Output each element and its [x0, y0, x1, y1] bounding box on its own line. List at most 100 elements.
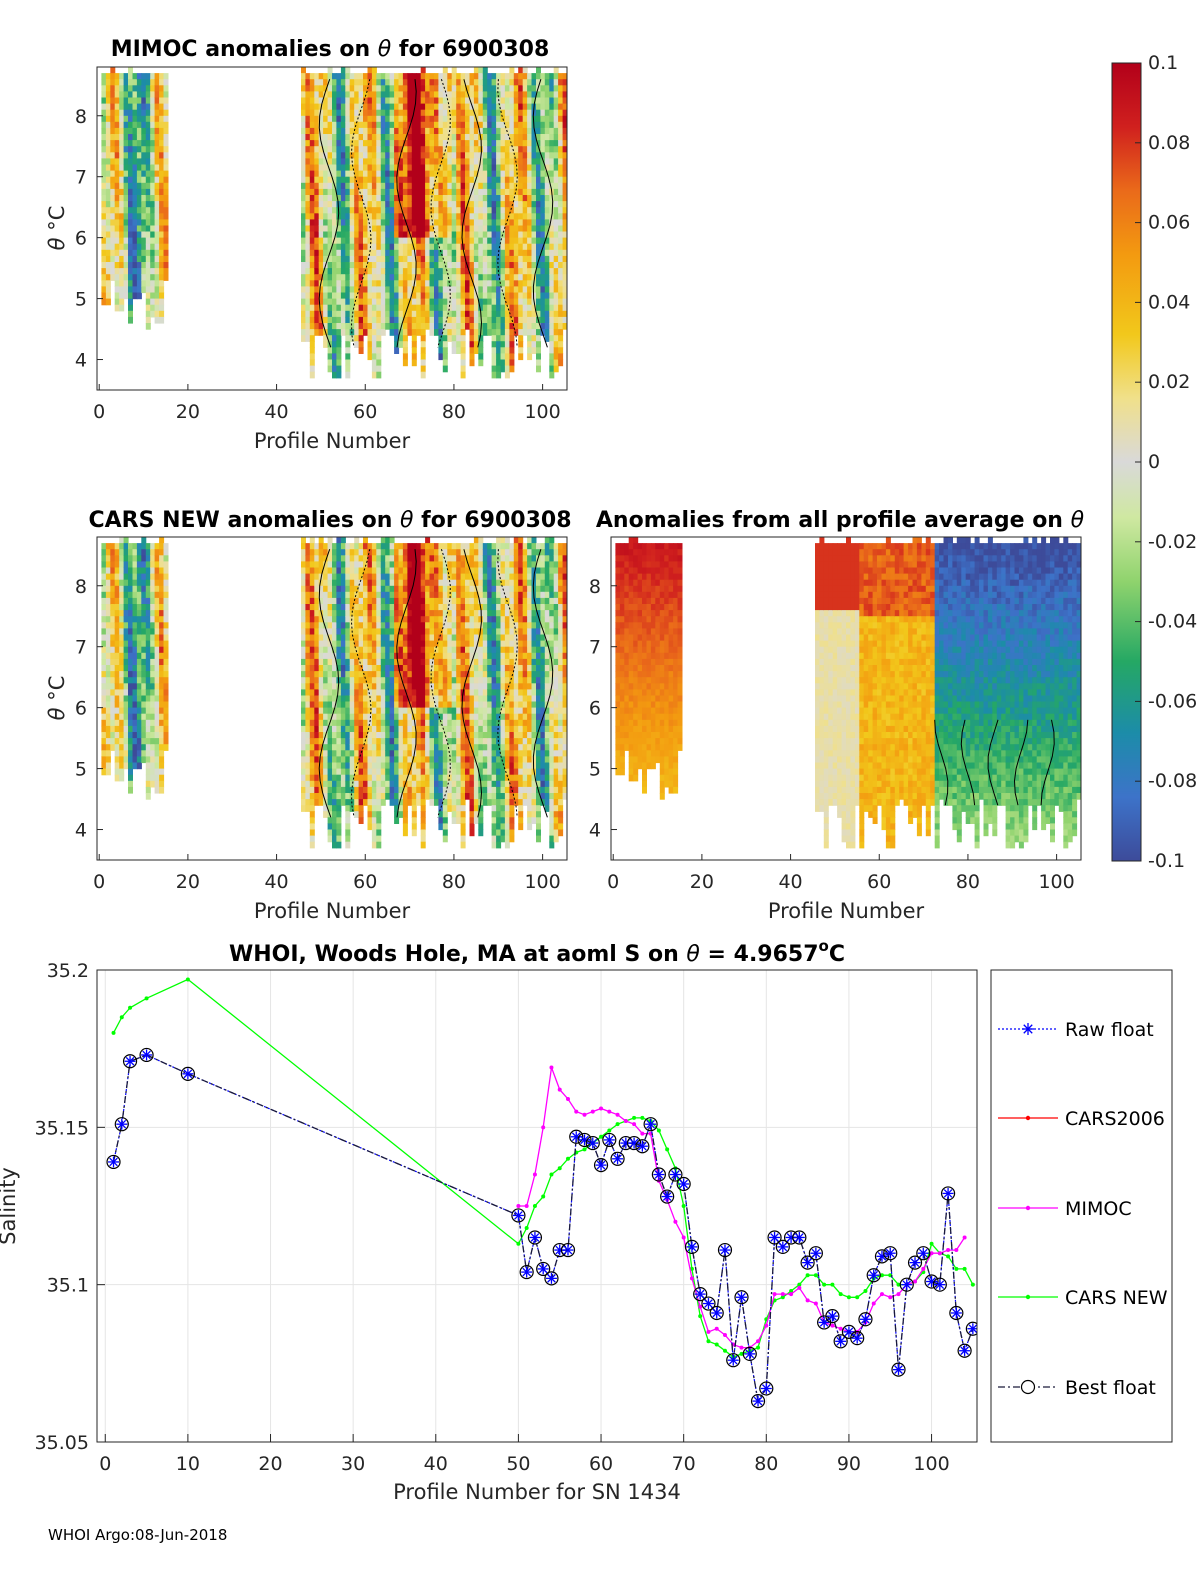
heatmap-cell [309, 152, 315, 159]
heatmap-cell [305, 585, 311, 593]
heatmap-cell [456, 115, 462, 123]
heatmap-cell [323, 683, 329, 690]
heatmap-cell [358, 628, 364, 636]
heatmap-cell [159, 774, 165, 782]
heatmap-cell [500, 335, 506, 342]
heatmap-cell [411, 201, 417, 208]
heatmap-cell [496, 73, 502, 80]
heatmap-cell [460, 353, 466, 361]
heatmap-cell [163, 121, 169, 129]
heatmap-cell [163, 219, 169, 227]
heatmap-cell [371, 725, 377, 733]
heatmap-cell [518, 73, 524, 80]
heatmap-cell [332, 549, 337, 556]
heatmap-cell [527, 188, 533, 196]
heatmap-cell [132, 109, 138, 117]
heatmap-cell [314, 182, 320, 190]
heatmap-cell [314, 85, 320, 92]
heatmap-cell [141, 707, 147, 715]
heatmap-cell [549, 298, 555, 306]
heatmap-cell [363, 622, 368, 629]
heatmap-cell [349, 237, 355, 245]
heatmap-cell [327, 213, 333, 220]
heatmap-cell [136, 152, 142, 159]
heatmap-cell [363, 597, 368, 605]
heatmap-cell [473, 243, 479, 251]
heatmap-cell [509, 286, 515, 294]
heatmap-cell [411, 237, 417, 245]
heatmap-cell [141, 274, 147, 281]
heatmap-cell [491, 207, 497, 214]
heatmap-cell [363, 732, 368, 739]
heatmap-cell [301, 616, 306, 623]
heatmap-cell [336, 201, 342, 208]
heatmap-cell [145, 549, 151, 556]
heatmap-cell [318, 597, 324, 605]
heatmap-cell [465, 103, 470, 111]
heatmap-cell [456, 146, 462, 153]
heatmap-cell [150, 182, 156, 190]
heatmap-cell [434, 262, 439, 269]
heatmap-cell [123, 579, 129, 587]
heatmap-cell [500, 134, 506, 141]
heatmap-cell [340, 658, 346, 666]
heatmap-cell [562, 207, 567, 214]
heatmap-cell [354, 799, 360, 806]
heatmap-cell [442, 365, 448, 373]
heatmap-cell [136, 561, 142, 569]
heatmap-cell [473, 310, 479, 318]
heatmap-cell [527, 134, 533, 141]
heatmap-cell [301, 799, 306, 806]
heatmap-cell [349, 243, 355, 251]
heatmap-cell [482, 201, 488, 208]
heatmap-cell [380, 799, 386, 806]
heatmap-cell [411, 158, 417, 166]
heatmap-cell [340, 97, 346, 105]
heatmap-cell [345, 640, 351, 648]
heatmap-cell [363, 329, 368, 336]
heatmap-cell [460, 341, 466, 348]
heatmap-cell [371, 359, 377, 367]
heatmap-cell [425, 268, 431, 275]
heatmap-cell [105, 134, 111, 141]
heatmap-cell [154, 744, 160, 751]
heatmap-cell [354, 335, 360, 342]
heatmap-cell [349, 805, 355, 812]
heatmap-cell [132, 249, 138, 257]
heatmap-cell [394, 713, 400, 721]
heatmap-cell [301, 793, 306, 800]
heatmap-cell [460, 347, 466, 354]
heatmap-cell [407, 280, 413, 287]
heatmap-cell [136, 176, 142, 184]
heatmap-cell [110, 231, 116, 239]
heatmap-cell [301, 103, 306, 111]
heatmap-cell [141, 750, 147, 757]
heatmap-cell [132, 683, 138, 690]
heatmap-cell [327, 292, 333, 300]
heatmap-cell [132, 97, 138, 105]
heatmap-cell [465, 134, 470, 141]
heatmap-cell [473, 109, 479, 117]
heatmap-cell [123, 286, 129, 294]
heatmap-cell [136, 219, 142, 227]
heatmap-cell [389, 182, 395, 190]
heatmap-cell [136, 91, 142, 99]
heatmap-cell [101, 292, 107, 300]
heatmap-cell [487, 85, 493, 92]
heatmap-cell [482, 225, 488, 233]
heatmap-cell [114, 85, 120, 92]
heatmap-cell [349, 591, 355, 599]
heatmap-cell [358, 91, 364, 99]
heatmap-cell [336, 170, 342, 178]
heatmap-cell [150, 207, 156, 214]
heatmap-cell [460, 158, 466, 166]
heatmap-cell [145, 164, 151, 172]
heatmap-cell [301, 695, 306, 703]
heatmap-cell [340, 604, 346, 611]
heatmap-cell [367, 176, 373, 184]
heatmap-cell [349, 170, 355, 178]
heatmap-cell [460, 359, 466, 367]
heatmap-cell [416, 176, 422, 184]
heatmap-cell [380, 793, 386, 800]
heatmap-cell [442, 274, 448, 281]
